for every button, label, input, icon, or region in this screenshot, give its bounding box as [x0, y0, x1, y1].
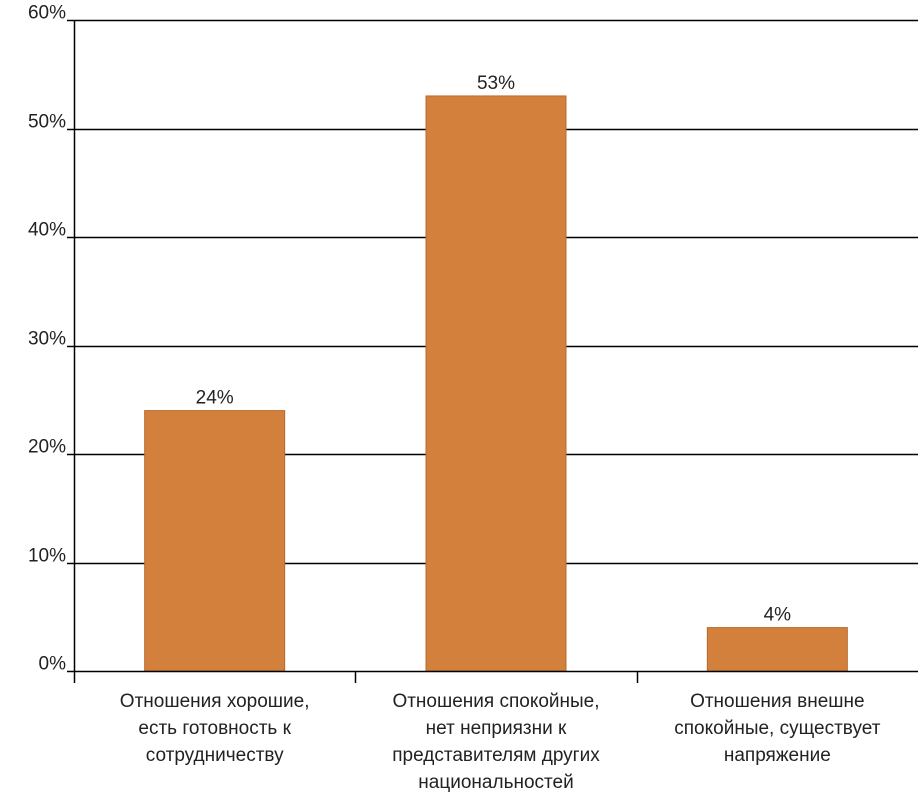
x-category-label: Отношения хорошие, есть готовность к сотру…	[120, 691, 310, 766]
axes	[67, 19, 918, 683]
y-tick-label: 20%	[28, 437, 66, 458]
bar	[425, 95, 567, 672]
x-category-label-line: нет неприязни к	[426, 718, 567, 739]
x-category-label-line: национальностей	[418, 772, 573, 793]
x-category-label-line: представителям других	[392, 745, 600, 766]
x-category-label-line: Отношения внешне	[690, 691, 864, 712]
bars	[144, 95, 848, 672]
x-category-labels: Отношения хорошие, есть готовность к сотру…	[120, 691, 881, 793]
x-category-label: Отношения внешне спокойные, существует нап…	[674, 691, 880, 766]
y-tick-label: 50%	[28, 112, 66, 133]
y-tick-label: 10%	[28, 546, 66, 567]
y-tick-label: 60%	[28, 3, 66, 24]
x-category-label-line: Отношения хорошие,	[120, 691, 310, 712]
x-category-label-line: есть готовность к	[138, 718, 291, 739]
bar	[144, 410, 286, 672]
x-category-label: Отношения спокойные, нет неприязни к предс…	[392, 691, 600, 793]
x-category-label-line: напряжение	[724, 745, 831, 766]
bar	[706, 627, 848, 672]
x-category-label-line: сотрудничеству	[146, 745, 284, 766]
y-tick-label: 0%	[39, 654, 67, 675]
x-category-label-line: Отношения спокойные,	[392, 691, 599, 712]
y-tick-label: 30%	[28, 329, 66, 350]
y-tick-labels: 0% 10% 20% 30% 40% 50% 60%	[28, 3, 66, 675]
bar-value-label: 4%	[764, 605, 792, 626]
y-tick-label: 40%	[28, 220, 66, 241]
x-category-label-line: спокойные, существует	[674, 718, 880, 739]
data-labels: 24% 53% 4%	[196, 73, 792, 626]
bar-value-label: 53%	[477, 73, 515, 94]
bar-value-label: 24%	[196, 388, 234, 409]
